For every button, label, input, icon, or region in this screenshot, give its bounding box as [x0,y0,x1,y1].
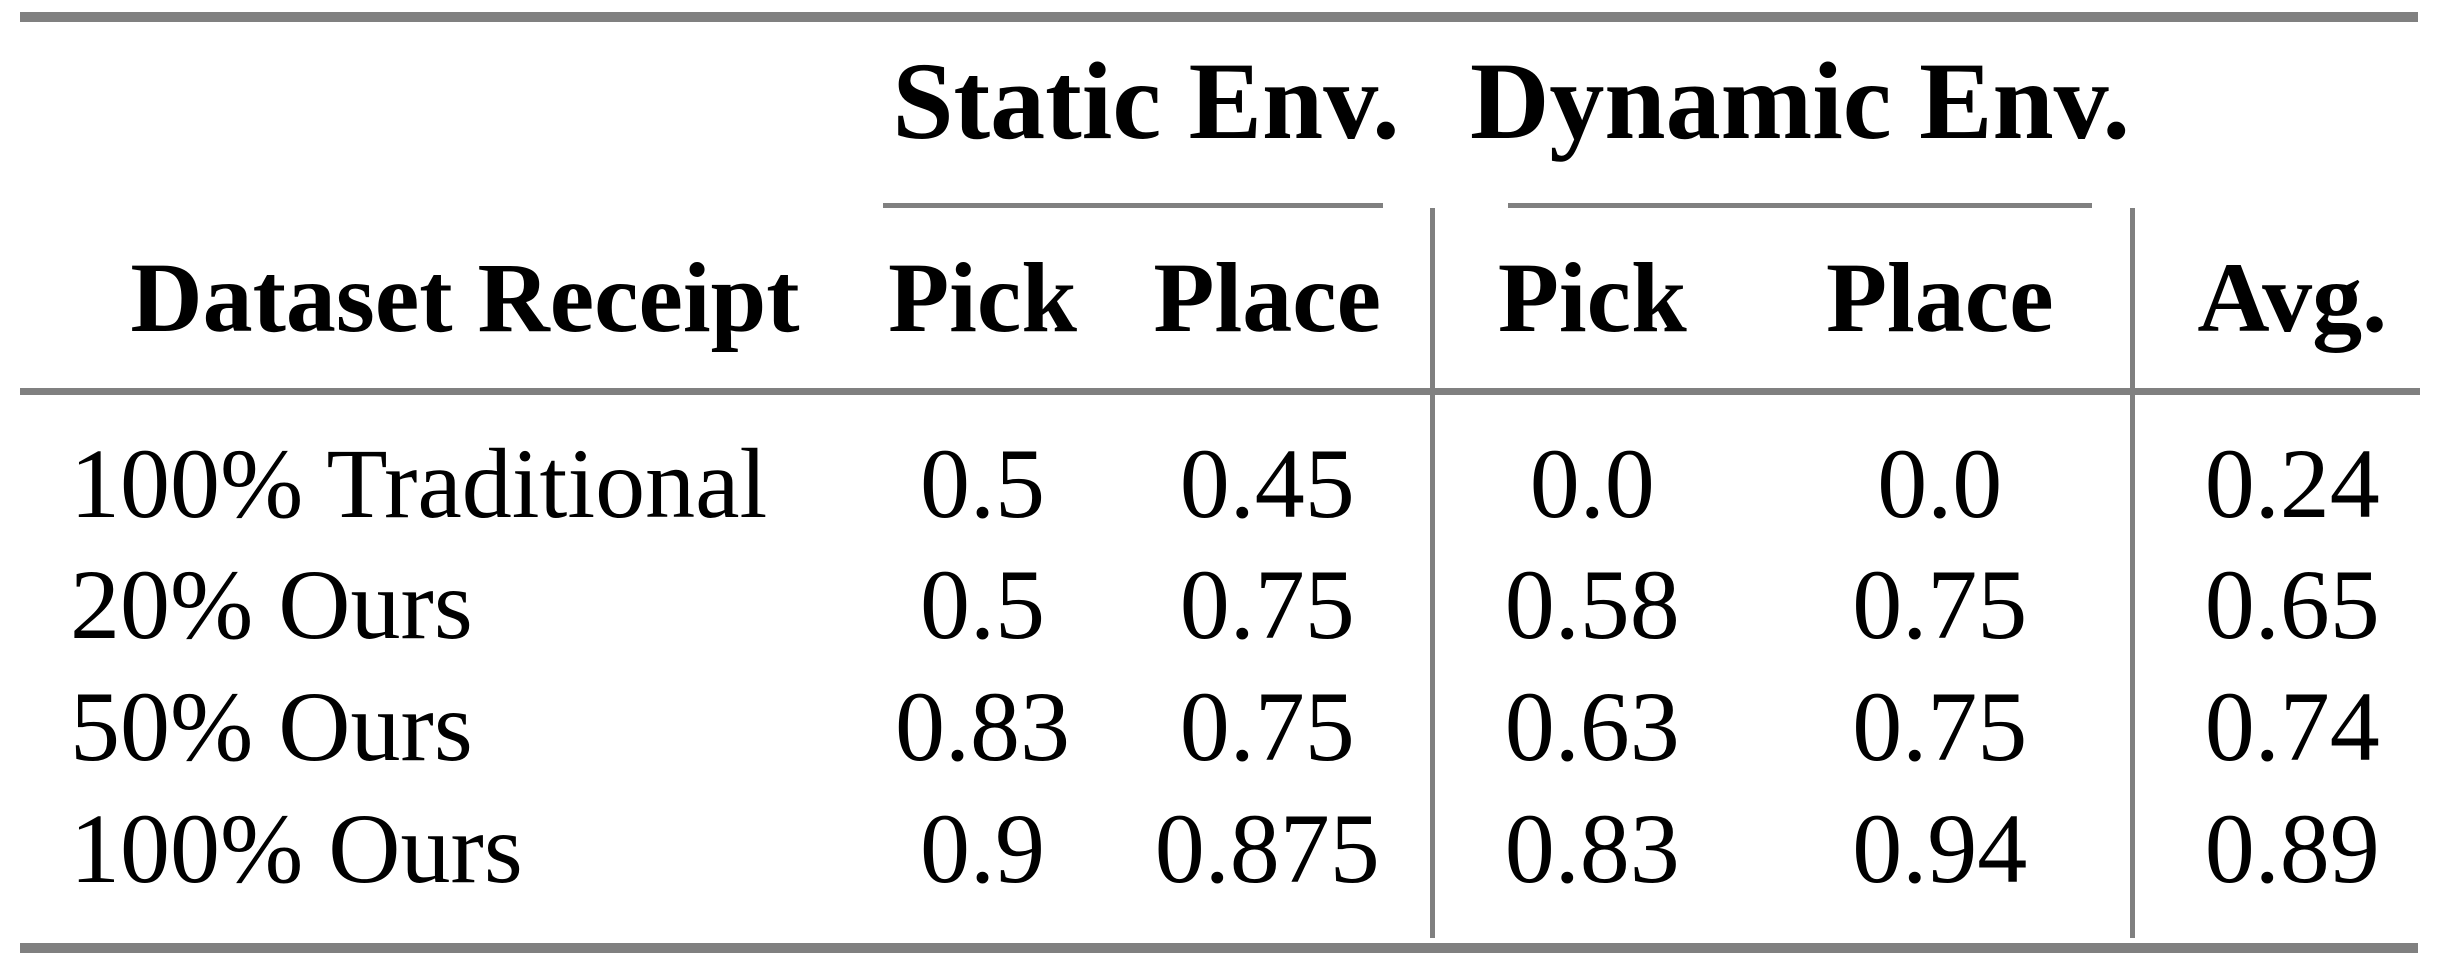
value-static-place: 0.75 [1179,548,1355,660]
value-static-pick: 0.9 [920,792,1045,904]
value-dynamic-place: 0.75 [1852,548,2028,660]
column-header-dynamic-place: Place [1750,208,2133,395]
value-static-pick: 0.83 [895,670,1070,782]
table-top-rule [20,12,2418,22]
row-label: 20% Ours [70,548,473,660]
group-header-dynamic-env: Dynamic Env. [1432,22,2132,208]
column-header-dynamic-pick: Pick [1429,208,1750,395]
value-static-place: 0.75 [1179,670,1355,782]
group-header-static-env-label: Static Env. [892,40,1400,162]
column-header-static-pick: Pick [860,208,1105,395]
column-header-row: Dataset Receipt Pick Place Pick Place Av… [20,208,2421,395]
group-header-spacer [2132,22,2420,208]
value-dynamic-place: 0.94 [1852,792,2028,904]
value-static-place: 0.875 [1154,792,1380,904]
table-row-20pct-ours: 20% Ours 0.5 0.75 0.58 0.75 0.65 [20,543,2421,665]
value-avg: 0.74 [2129,665,2421,787]
column-header-static-place: Place [1105,208,1432,395]
value-static-pick: 0.5 [920,548,1045,660]
row-label: 100% Ours [70,792,523,904]
value-dynamic-pick: 0.0 [1429,391,1750,543]
row-label: 50% Ours [70,670,473,782]
dynamic-env-cmidrule [1508,203,2093,208]
group-header-dynamic-env-label: Dynamic Env. [1469,40,2131,162]
static-env-cmidrule [883,203,1383,208]
value-dynamic-place: 0.0 [1877,428,2003,540]
value-dynamic-place: 0.75 [1852,670,2028,782]
value-static-place: 0.45 [1179,428,1355,540]
group-header-static-env: Static Env. [860,22,1432,208]
value-dynamic-pick: 0.83 [1429,787,1750,938]
group-header-spacer [20,22,860,208]
value-avg: 0.65 [2129,543,2421,665]
column-header-dataset-receipt: Dataset Receipt [20,208,860,395]
table-row-100pct-traditional: 100% Traditional 0.5 0.45 0.0 0.0 0.24 [20,391,2421,543]
row-label: 100% Traditional [70,428,768,540]
group-header-row: Static Env. Dynamic Env. [20,22,2420,208]
value-dynamic-pick: 0.63 [1429,665,1750,787]
value-dynamic-pick: 0.58 [1429,543,1750,665]
column-header-avg: Avg. [2129,208,2421,395]
table-bottom-rule [20,943,2418,953]
table-row-100pct-ours: 100% Ours 0.9 0.875 0.83 0.94 0.89 [20,787,2421,938]
results-table: Static Env. Dynamic Env. Dataset Receipt… [20,22,2421,938]
value-avg: 0.24 [2129,391,2421,543]
value-avg: 0.89 [2129,787,2421,938]
table-row-50pct-ours: 50% Ours 0.83 0.75 0.63 0.75 0.74 [20,665,2421,787]
value-static-pick: 0.5 [920,428,1045,540]
